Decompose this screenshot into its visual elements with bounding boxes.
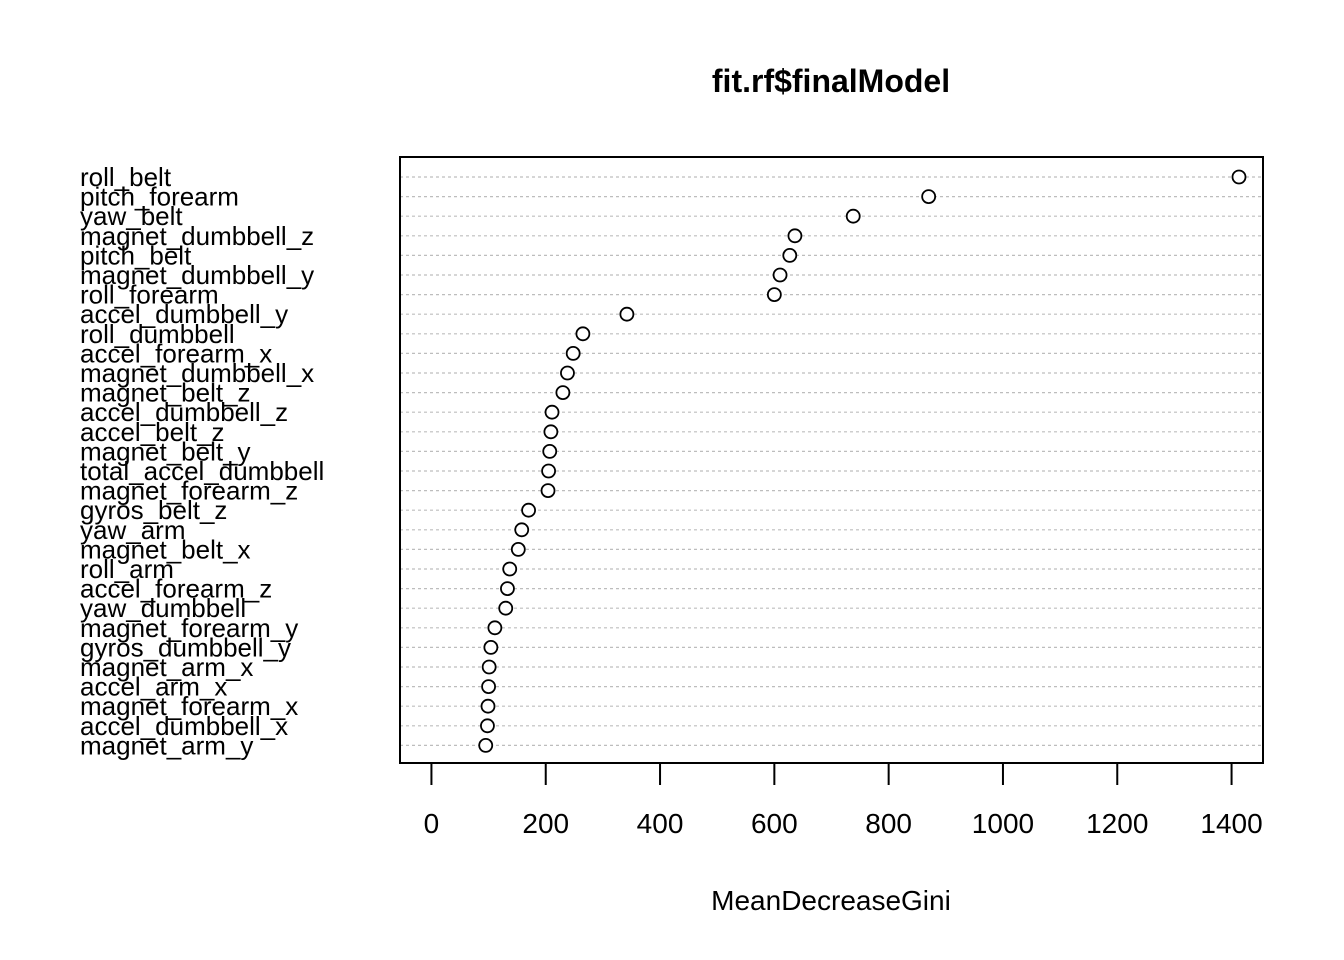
variable-label: accel_forearm_x: [80, 338, 272, 368]
variable-label: magnet_arm_x: [80, 652, 253, 682]
variable-label: roll_belt: [80, 162, 172, 192]
variable-label: gyros_dumbbell_y: [80, 632, 291, 662]
x-tick-label: 1200: [1086, 808, 1148, 839]
data-points: [478, 169, 1247, 753]
data-point: [772, 267, 788, 283]
variable-label: accel_forearm_z: [80, 574, 272, 604]
variable-label: magnet_forearm_x: [80, 691, 298, 721]
variable-label: pitch_belt: [80, 240, 192, 270]
data-point: [498, 600, 514, 616]
data-point: [483, 640, 499, 655]
data-point: [787, 228, 803, 244]
variable-label: accel_dumbbell_z: [80, 397, 288, 427]
data-point: [514, 522, 530, 538]
chart-title: fit.rf$finalModel: [712, 63, 950, 99]
variable-label: magnet_dumbbell_z: [80, 221, 314, 251]
data-point: [481, 659, 497, 675]
data-point: [540, 483, 556, 499]
x-tick-label: 800: [865, 808, 912, 839]
variable-label: accel_dumbbell_x: [80, 711, 288, 741]
data-point: [480, 718, 495, 734]
x-tick-label: 1400: [1200, 808, 1262, 839]
x-axis: 0 200 400 600 800 1000 1200 1400: [424, 762, 1263, 839]
data-point: [521, 502, 536, 518]
variable-label: yaw_dumbbell: [80, 593, 246, 623]
grid-lines: [400, 176, 1263, 747]
x-tick-label: 0: [424, 808, 440, 839]
x-tick-label: 600: [751, 808, 798, 839]
variable-label: magnet_dumbbell_x: [80, 358, 314, 388]
variable-label: magnet_dumbbell_y: [80, 260, 314, 290]
data-point: [478, 738, 494, 753]
x-tick-label: 200: [522, 808, 569, 839]
data-point: [543, 424, 559, 440]
plot-frame: [399, 156, 1264, 764]
variable-label: roll_forearm: [80, 280, 219, 310]
data-point: [555, 385, 571, 401]
variable-labels: roll_beltpitch_forearmyaw_beltmagnet_dum…: [80, 162, 324, 760]
data-point: [1231, 169, 1247, 185]
data-point: [500, 581, 515, 596]
data-point: [544, 404, 560, 420]
variable-label: accel_arm_x: [80, 672, 227, 702]
data-point: [619, 306, 635, 322]
variable-label: magnet_arm_y: [80, 730, 253, 760]
data-point: [502, 561, 518, 577]
variable-label: pitch_forearm: [80, 182, 239, 212]
data-point: [560, 365, 575, 381]
data-point: [510, 542, 526, 557]
data-point: [921, 189, 937, 205]
data-point: [565, 345, 581, 361]
data-point: [487, 620, 503, 636]
variable-label: magnet_belt_x: [80, 534, 251, 564]
data-point: [575, 326, 591, 342]
x-axis-label: MeanDecreaseGini: [711, 885, 951, 916]
data-point: [845, 208, 861, 224]
data-point: [541, 463, 556, 479]
x-tick-label: 1000: [972, 808, 1034, 839]
variable-label: magnet_belt_y: [80, 436, 251, 466]
variable-label: accel_dumbbell_y: [80, 299, 288, 329]
data-point: [542, 443, 558, 459]
variable-label: roll_arm: [80, 554, 174, 584]
data-point: [481, 679, 496, 694]
variable-label: magnet_forearm_y: [80, 613, 298, 643]
data-point: [782, 247, 798, 263]
variable-label: yaw_belt: [80, 201, 183, 231]
variable-label: magnet_belt_z: [80, 378, 251, 408]
variable-label: yaw_arm: [80, 515, 185, 545]
data-point: [480, 698, 496, 714]
variable-label: gyros_belt_z: [80, 495, 227, 525]
data-point: [766, 287, 782, 303]
variable-label: accel_belt_z: [80, 417, 225, 447]
variable-label: roll_dumbbell: [80, 319, 235, 349]
x-tick-label: 400: [637, 808, 684, 839]
variable-label: total_accel_dumbbell: [80, 456, 324, 486]
variable-label: magnet_forearm_z: [80, 476, 298, 506]
